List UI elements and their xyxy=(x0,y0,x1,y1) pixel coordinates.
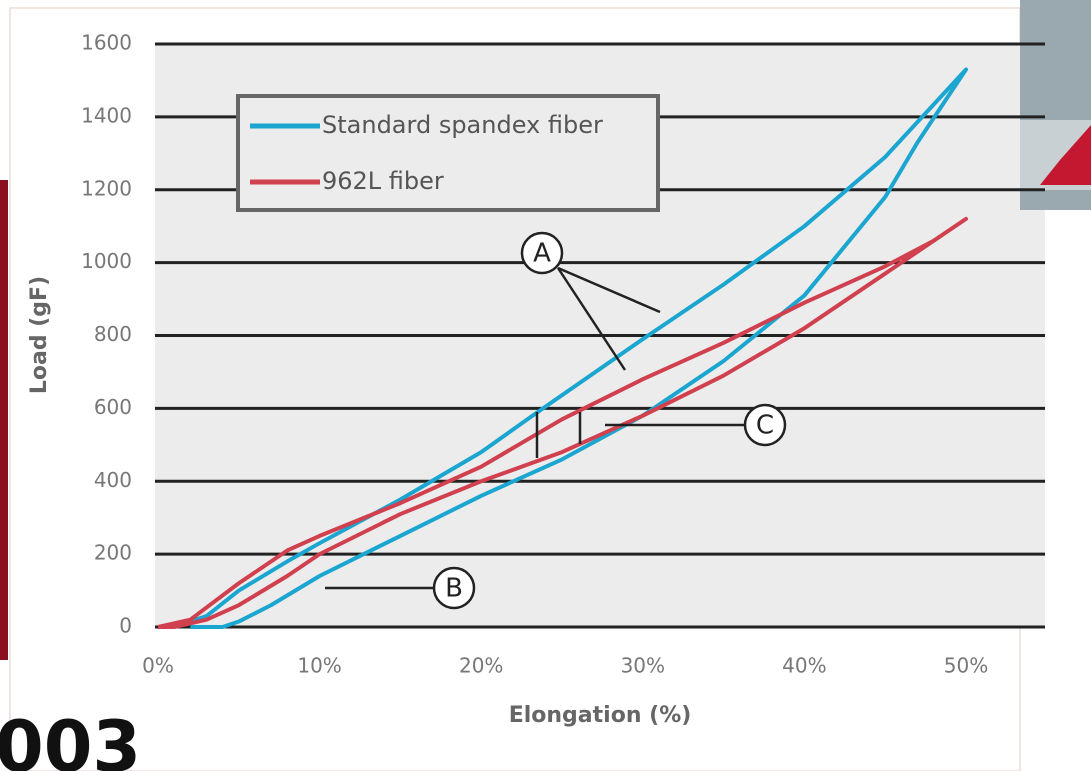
series-line xyxy=(173,67,968,629)
background-slide-edge xyxy=(0,180,8,660)
x-tick-label: 30% xyxy=(621,654,665,678)
y-tick-label: 400 xyxy=(94,468,132,492)
annotation-arrows xyxy=(325,231,787,610)
y-axis-label: Load (gF) xyxy=(27,276,52,394)
series-line xyxy=(157,216,968,629)
y-tick-label: 1200 xyxy=(81,176,132,200)
y-tick-label: 1600 xyxy=(81,31,132,55)
legend xyxy=(236,94,660,212)
legend-label: 962L fiber xyxy=(322,167,444,195)
x-tick-label: 0% xyxy=(142,654,174,678)
y-tick-label: 600 xyxy=(94,395,132,419)
overlay-text: 003 xyxy=(0,706,141,771)
y-tick-label: 1000 xyxy=(81,249,132,273)
y-tick-label: 800 xyxy=(94,322,132,346)
annotation-label: C xyxy=(756,411,774,441)
annotation-label: A xyxy=(533,239,551,269)
y-tick-label: 200 xyxy=(94,541,132,565)
y-tick-label: 1400 xyxy=(81,103,132,127)
x-tick-label: 50% xyxy=(944,654,988,678)
x-tick-label: 40% xyxy=(782,654,826,678)
annotation-label: B xyxy=(445,574,463,604)
thumbnail xyxy=(1020,0,1091,210)
x-tick-label: 20% xyxy=(459,654,503,678)
legend-label: Standard spandex fiber xyxy=(322,111,603,139)
y-tick-label: 0 xyxy=(119,614,132,638)
x-tick-label: 10% xyxy=(297,654,341,678)
x-axis-label: Elongation (%) xyxy=(509,703,692,728)
